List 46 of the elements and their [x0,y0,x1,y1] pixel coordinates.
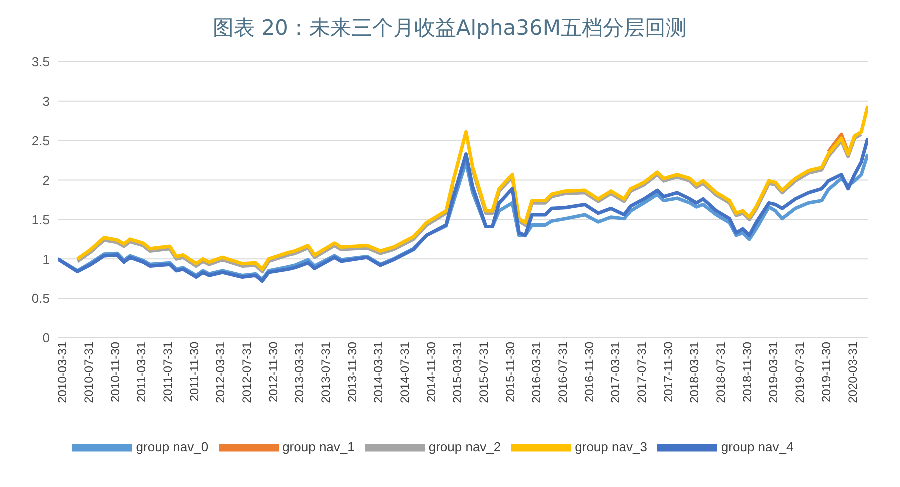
x-tick-label: 2014-07-31 [398,342,412,404]
legend-label: group nav_4 [721,439,794,454]
x-tick-label: 2016-03-31 [530,342,544,404]
x-tick-label: 2016-07-31 [556,342,570,404]
x-tick-label: 2018-11-30 [740,342,754,402]
x-tick-label: 2019-07-31 [793,342,808,404]
legend-label: group nav_3 [575,439,648,454]
x-tick-label: 2018-07-31 [714,342,728,404]
x-tick-label: 2012-11-30 [266,342,280,402]
x-tick-label: 2020-03-31 [846,342,860,404]
y-tick-label: 0.5 [32,291,50,306]
y-tick-label: 3 [42,94,50,110]
x-tick-label: 2018-03-31 [688,342,702,404]
x-tick-label: 2019-11-30 [819,342,834,402]
x-tick-label: 2014-11-30 [424,342,438,402]
x-tick-label: 2019-03-31 [766,342,781,404]
legend-label: group nav_0 [136,439,209,454]
x-tick-label: 2015-11-30 [503,342,518,402]
y-tick-label: 3.5 [32,54,50,70]
x-tick-label: 2014-03-31 [372,342,386,404]
x-tick-label: 2017-11-30 [662,342,676,402]
legend-label: group nav_1 [282,439,355,454]
x-tick-label: 2016-11-30 [582,342,597,402]
x-tick-label: 2010-03-31 [56,342,70,404]
x-tick-label: 2011-03-31 [134,342,148,402]
y-tick-label: 0 [42,330,50,346]
x-tick-label: 2015-07-31 [476,342,491,404]
x-tick-label: 2013-03-31 [292,342,307,404]
chart-title: 图表 20：未来三个月收益Alpha36M五档分层回测 [212,15,688,42]
y-tick-label: 2 [42,172,50,188]
x-tick-label: 2010-11-30 [108,342,122,402]
y-tick-label: 1.5 [32,212,50,228]
x-tick-label: 2011-11-30 [187,342,202,402]
x-tick-label: 2013-11-30 [345,342,360,402]
x-tick-label: 2012-03-31 [214,342,228,404]
x-tick-label: 2012-07-31 [240,342,254,404]
x-tick-label: 2017-07-31 [635,342,650,404]
y-tick-label: 1 [42,252,50,267]
x-tick-label: 2011-07-31 [160,342,175,402]
x-tick-label: 2015-03-31 [450,342,465,404]
line-series [76,104,868,272]
legend-label: group nav_2 [428,439,502,454]
x-tick-label: 2017-03-31 [608,342,623,404]
y-tick-label: 2.5 [32,133,50,148]
x-tick-label: 2013-07-31 [319,342,334,404]
x-tick-label: 2010-07-31 [82,342,96,404]
